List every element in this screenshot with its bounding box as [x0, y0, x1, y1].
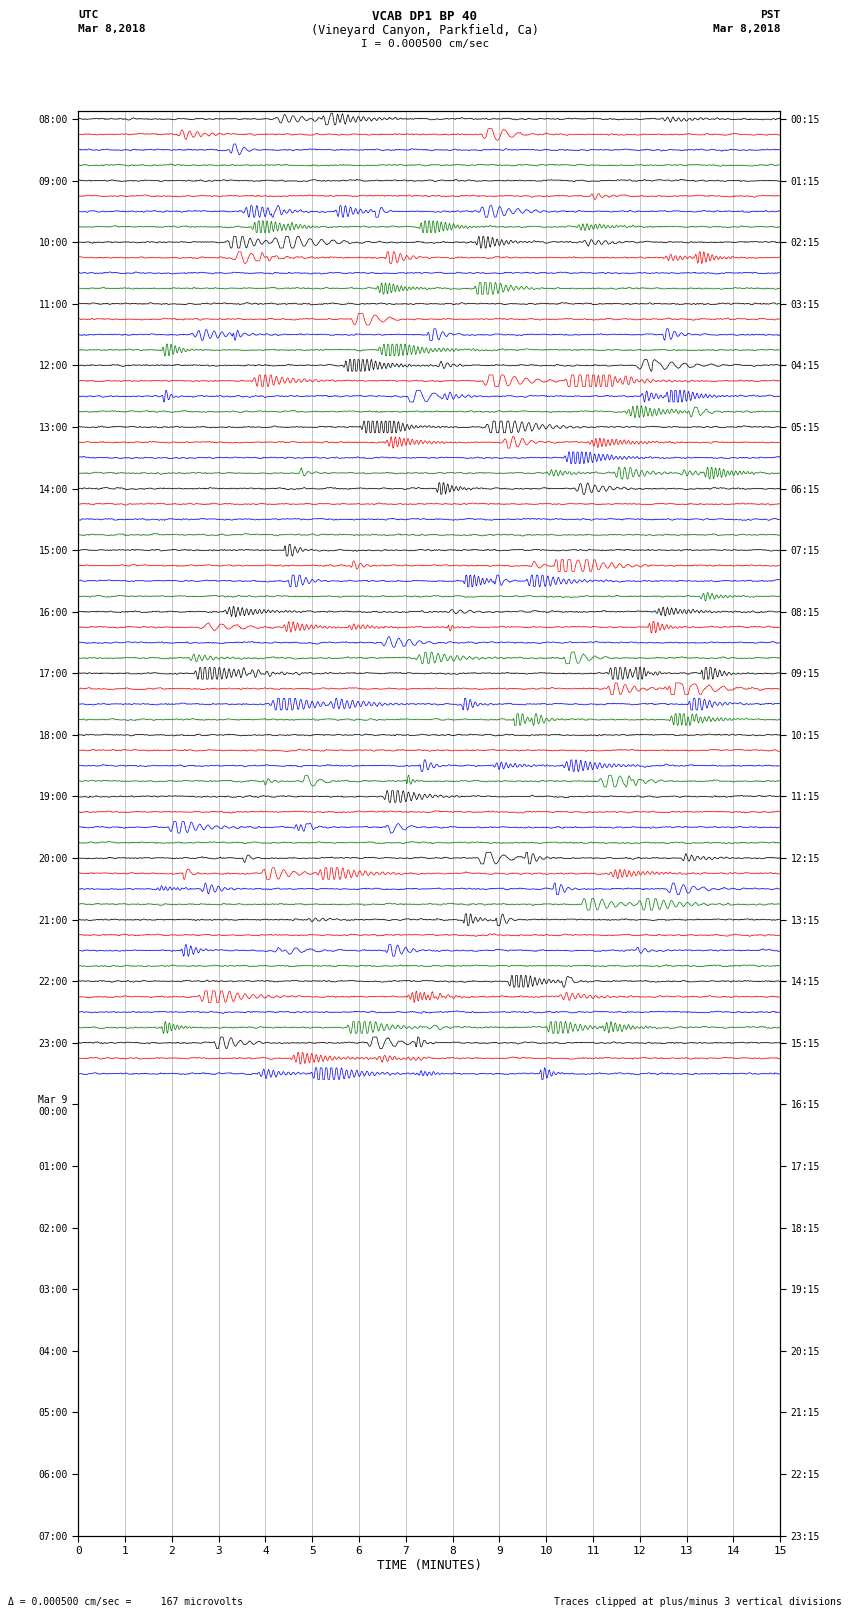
Text: Mar 8,2018: Mar 8,2018	[713, 24, 780, 34]
X-axis label: TIME (MINUTES): TIME (MINUTES)	[377, 1558, 482, 1571]
Text: I = 0.000500 cm/sec: I = 0.000500 cm/sec	[361, 39, 489, 48]
Text: Δ = 0.000500 cm/sec =     167 microvolts: Δ = 0.000500 cm/sec = 167 microvolts	[8, 1597, 243, 1607]
Text: Mar 8,2018: Mar 8,2018	[78, 24, 145, 34]
Text: PST: PST	[760, 10, 780, 19]
Text: Traces clipped at plus/minus 3 vertical divisions: Traces clipped at plus/minus 3 vertical …	[553, 1597, 842, 1607]
Text: (Vineyard Canyon, Parkfield, Ca): (Vineyard Canyon, Parkfield, Ca)	[311, 24, 539, 37]
Text: UTC: UTC	[78, 10, 99, 19]
Text: VCAB DP1 BP 40: VCAB DP1 BP 40	[372, 10, 478, 23]
